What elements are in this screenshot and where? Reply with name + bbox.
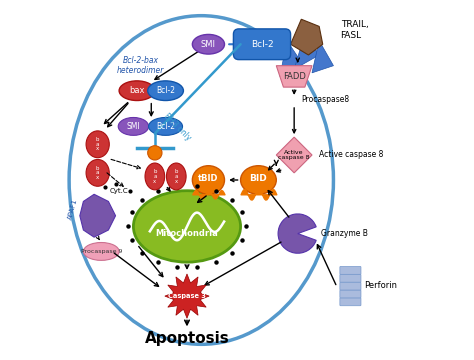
- Ellipse shape: [192, 166, 225, 194]
- Ellipse shape: [118, 117, 148, 135]
- Ellipse shape: [166, 163, 186, 190]
- Text: Bcl-2-bax
heterodimer: Bcl-2-bax heterodimer: [117, 56, 164, 75]
- Ellipse shape: [69, 16, 333, 344]
- Polygon shape: [312, 41, 333, 73]
- Ellipse shape: [133, 191, 241, 262]
- Polygon shape: [165, 274, 209, 318]
- Polygon shape: [294, 33, 319, 69]
- Text: Active
caspase 8: Active caspase 8: [278, 150, 310, 161]
- Text: b
a
x: b a x: [153, 169, 156, 184]
- FancyBboxPatch shape: [340, 298, 361, 306]
- Polygon shape: [276, 137, 312, 173]
- FancyBboxPatch shape: [340, 274, 361, 282]
- Text: Granzyme B: Granzyme B: [321, 229, 368, 238]
- Text: TRAIL,
FASL: TRAIL, FASL: [341, 20, 368, 40]
- Wedge shape: [278, 214, 316, 253]
- Text: Active caspase 8: Active caspase 8: [319, 150, 383, 159]
- Text: b
a
x: b a x: [96, 137, 100, 151]
- FancyBboxPatch shape: [340, 266, 361, 274]
- Text: Mitochondria: Mitochondria: [155, 229, 219, 238]
- Text: b
a
x: b a x: [96, 166, 100, 180]
- Ellipse shape: [148, 81, 183, 100]
- Polygon shape: [280, 41, 301, 76]
- Text: Caspase 3: Caspase 3: [168, 293, 206, 299]
- Text: BH3 only: BH3 only: [162, 112, 192, 143]
- Circle shape: [148, 146, 162, 160]
- Ellipse shape: [241, 166, 276, 194]
- Text: Cyt.C: Cyt.C: [110, 188, 128, 194]
- Text: Procaspase8: Procaspase8: [301, 95, 349, 104]
- Text: Perforin: Perforin: [364, 281, 397, 290]
- Text: Apoptosis: Apoptosis: [145, 332, 229, 346]
- FancyBboxPatch shape: [340, 290, 361, 298]
- Polygon shape: [80, 194, 116, 237]
- Ellipse shape: [119, 81, 155, 100]
- Ellipse shape: [86, 159, 109, 186]
- Text: SMI: SMI: [127, 122, 140, 131]
- FancyBboxPatch shape: [233, 29, 291, 60]
- Polygon shape: [276, 66, 312, 87]
- Text: SMI: SMI: [201, 40, 216, 49]
- Ellipse shape: [148, 117, 182, 135]
- Text: BID: BID: [249, 174, 267, 183]
- Ellipse shape: [192, 35, 225, 54]
- Text: Bcl-2: Bcl-2: [156, 122, 175, 131]
- Text: tBID: tBID: [198, 174, 219, 183]
- Text: Procaspase 9: Procaspase 9: [81, 249, 122, 254]
- Text: Bcl-2: Bcl-2: [251, 40, 273, 49]
- Text: APAF1: APAF1: [67, 197, 78, 220]
- Text: FADD: FADD: [283, 72, 306, 81]
- Ellipse shape: [86, 131, 109, 158]
- Ellipse shape: [145, 163, 164, 190]
- FancyBboxPatch shape: [340, 282, 361, 290]
- Text: b
a
x: b a x: [174, 169, 178, 184]
- Text: Bcl-2: Bcl-2: [156, 86, 175, 95]
- Ellipse shape: [83, 243, 119, 260]
- Text: bax: bax: [129, 86, 145, 95]
- Polygon shape: [291, 19, 323, 55]
